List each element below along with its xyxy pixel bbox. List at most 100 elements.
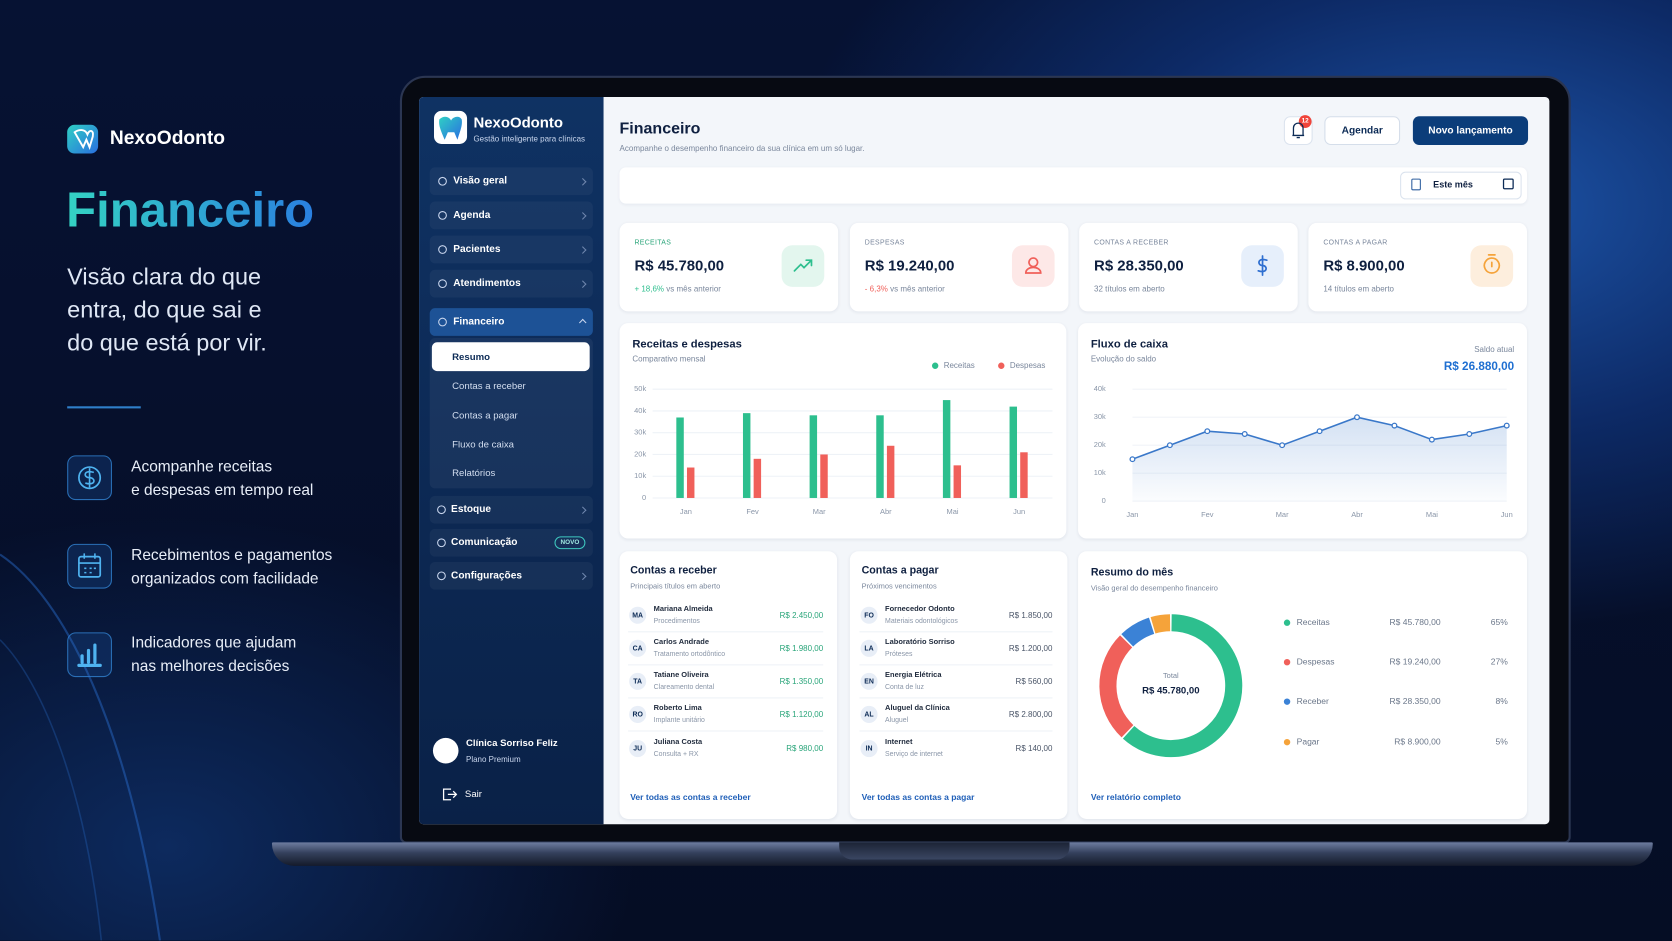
filter-bar bbox=[619, 167, 1527, 204]
row-divider bbox=[859, 730, 1053, 732]
kpi-value: R$ 8.900,00 bbox=[1323, 256, 1405, 274]
avatar: FO bbox=[860, 606, 878, 624]
feature-text: e despesas em tempo real bbox=[131, 482, 314, 500]
row-name: Carlos Andrade bbox=[653, 638, 709, 646]
feature-icon bbox=[67, 632, 112, 678]
submenu-label[interactable]: Contas a receber bbox=[452, 380, 526, 391]
kpi-note-row: - 6,3% vs mês anterior bbox=[865, 284, 945, 294]
row-amount: R$ 1.120,00 bbox=[779, 709, 824, 720]
notification-badge: 12 bbox=[1298, 115, 1312, 128]
row-detail: Consulta + RX bbox=[653, 750, 699, 759]
row-divider bbox=[859, 631, 1053, 633]
row-detail: Aluguel bbox=[885, 716, 909, 725]
hero-divider bbox=[67, 406, 141, 409]
kpi-note: vs mês anterior bbox=[890, 284, 945, 294]
light-arc bbox=[0, 639, 103, 941]
row-amount: R$ 1.850,00 bbox=[1008, 610, 1053, 621]
menu-label[interactable]: Pacientes bbox=[453, 243, 501, 256]
avatar: AL bbox=[860, 705, 878, 723]
menu-item[interactable] bbox=[429, 561, 593, 590]
row-detail: Conta de luz bbox=[885, 683, 924, 692]
account-name: Clínica Sorriso Feliz bbox=[465, 737, 558, 749]
kpi-value: R$ 28.350,00 bbox=[1094, 256, 1184, 274]
row-amount: R$ 2.800,00 bbox=[1008, 709, 1053, 720]
kpi-icon-box bbox=[781, 245, 825, 287]
avatar: RO bbox=[629, 705, 647, 723]
hero-title: Financeiro bbox=[66, 179, 314, 240]
kpi-note: vs mês anterior bbox=[666, 284, 721, 294]
row-amount: R$ 2.450,00 bbox=[779, 610, 824, 621]
avatar: EN bbox=[860, 672, 878, 690]
menu-item[interactable] bbox=[429, 201, 593, 230]
kpi-icon-box bbox=[1011, 245, 1055, 287]
button[interactable]: Agendar bbox=[1324, 116, 1401, 146]
row-name: Mariana Almeida bbox=[653, 605, 713, 613]
submenu-label[interactable]: Fluxo de caixa bbox=[452, 438, 515, 450]
chart-card bbox=[1078, 323, 1527, 539]
kpi-note-row: 32 títulos em aberto bbox=[1094, 284, 1165, 294]
menu-item[interactable] bbox=[429, 495, 593, 524]
menu-item[interactable] bbox=[429, 528, 593, 557]
laptop-notch bbox=[839, 842, 1070, 860]
kpi-label: CONTAS A RECEBER bbox=[1094, 238, 1169, 247]
menu-label[interactable]: Configurações bbox=[451, 569, 522, 582]
chart-link[interactable]: Ver relatório completo bbox=[1090, 792, 1181, 803]
menu-item[interactable] bbox=[429, 235, 593, 264]
kpi-note-row: + 18,6% vs mês anterior bbox=[634, 284, 720, 294]
row-detail: Serviço de internet bbox=[885, 750, 943, 759]
row-name: Juliana Costa bbox=[653, 738, 703, 747]
badge: NOVO bbox=[554, 536, 586, 550]
period-select[interactable] bbox=[1400, 171, 1522, 200]
period-label[interactable]: Este mês bbox=[1433, 179, 1473, 190]
list-subtitle: Próximos vencimentos bbox=[861, 583, 937, 591]
row-divider bbox=[628, 697, 824, 699]
menu-label[interactable]: Agenda bbox=[453, 209, 491, 222]
menu-item-active[interactable] bbox=[429, 308, 593, 336]
list-title: Contas a receber bbox=[630, 565, 717, 577]
avatar: TA bbox=[629, 672, 647, 690]
kpi-icon-box bbox=[1470, 245, 1514, 287]
feature-text: Recebimentos e pagamentos bbox=[131, 547, 333, 565]
row-amount: R$ 140,00 bbox=[1015, 743, 1053, 754]
menu-label[interactable]: Visão geral bbox=[453, 175, 508, 187]
avatar: JU bbox=[629, 740, 647, 758]
row-amount: R$ 1.980,00 bbox=[779, 643, 824, 654]
menu-label[interactable]: Estoque bbox=[451, 503, 492, 516]
row-amount: R$ 1.350,00 bbox=[779, 676, 824, 687]
row-name: Tatiane Oliveira bbox=[653, 671, 709, 680]
kpi-icon-box bbox=[1241, 245, 1284, 287]
row-divider bbox=[628, 664, 824, 666]
row-detail: Materiais odontológicos bbox=[885, 617, 958, 625]
menu-label[interactable]: Atendimentos bbox=[453, 277, 521, 290]
row-amount: R$ 560,00 bbox=[1015, 676, 1053, 687]
avatar: LA bbox=[860, 639, 878, 657]
sidebar bbox=[419, 97, 604, 825]
row-detail: Tratamento ortodôntico bbox=[653, 650, 726, 659]
submenu-label[interactable]: Relatórios bbox=[452, 467, 496, 479]
list-card bbox=[619, 551, 838, 819]
account-avatar bbox=[432, 737, 459, 764]
feature-text: nas melhores decisões bbox=[131, 658, 290, 676]
list-link[interactable]: Ver todas as contas a pagar bbox=[861, 792, 975, 803]
row-name: Roberto Lima bbox=[653, 704, 702, 713]
submenu-label[interactable]: Resumo bbox=[452, 351, 490, 363]
submenu-label[interactable]: Contas a pagar bbox=[452, 410, 518, 421]
kpi-value: R$ 19.240,00 bbox=[864, 256, 955, 274]
kpi-label: DESPESAS bbox=[864, 238, 905, 247]
button-primary[interactable]: Novo lançamento bbox=[1412, 116, 1529, 146]
avatar: CA bbox=[629, 639, 647, 657]
feature-text: organizados com facilidade bbox=[131, 570, 319, 588]
row-detail: Clareamento dental bbox=[653, 683, 715, 692]
menu-label[interactable]: Financeiro bbox=[453, 315, 505, 328]
row-name: Fornecedor Odonto bbox=[885, 605, 955, 613]
brand-name: NexoOdonto bbox=[109, 127, 225, 149]
menu-label[interactable]: Comunicação bbox=[451, 536, 518, 549]
list-link[interactable]: Ver todas as contas a receber bbox=[630, 792, 751, 803]
logout[interactable]: Sair bbox=[464, 788, 482, 800]
row-name: Internet bbox=[885, 738, 913, 747]
list-card bbox=[849, 551, 1068, 819]
menu-item[interactable] bbox=[429, 269, 593, 298]
app-name: NexoOdonto bbox=[473, 113, 564, 131]
menu-item[interactable] bbox=[429, 167, 593, 196]
